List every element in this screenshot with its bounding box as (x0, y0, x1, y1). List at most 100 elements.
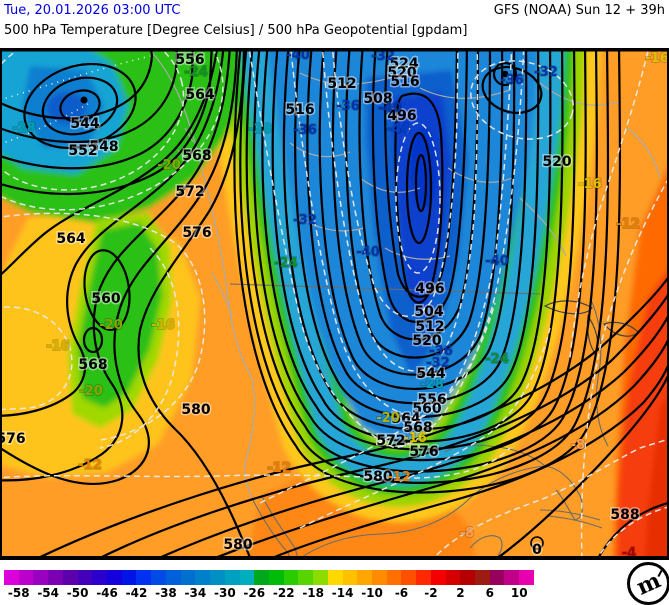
temperature-field (0, 48, 669, 560)
colorbar-cell (371, 570, 387, 585)
colorbar-tick: 2 (456, 586, 465, 600)
site-logo: m (627, 562, 669, 605)
header: Tue, 20.01.2026 03:00 UTC GFS (NOAA) Sun… (0, 0, 669, 48)
temperature-label: -20 (99, 318, 123, 333)
colorbar-cell (239, 570, 255, 585)
colorbar-cell (121, 570, 137, 585)
colorbar-cell (342, 570, 358, 585)
colorbar-cell (136, 570, 152, 585)
geopotential-label: 580 (181, 402, 210, 418)
temperature-label: -40 (286, 48, 310, 63)
geopotential-label: 520 (412, 333, 441, 349)
colorbar-cell (519, 570, 534, 585)
colorbar-cell (33, 570, 49, 585)
geopotential-label: 544 (416, 366, 445, 382)
colorbar-cell (224, 570, 240, 585)
logo-tick-mark (657, 569, 663, 578)
colorbar-cell (268, 570, 284, 585)
geopotential-label: 552 (68, 143, 97, 159)
temperature-label: -32 (534, 65, 558, 80)
colorbar-cell (107, 570, 122, 585)
geopotential-label: 496 (415, 281, 444, 297)
temperature-label: -20 (376, 411, 400, 426)
geopotential-label: 544 (70, 116, 99, 132)
colorbar-tick: -18 (302, 586, 324, 600)
colorbar-cell (283, 570, 299, 585)
colorbar-cell (180, 570, 196, 585)
temperature-label: -24 (485, 352, 509, 367)
colorbar-tick: -38 (155, 586, 177, 600)
temperature-label: -44 (386, 122, 410, 137)
map-frame (0, 48, 669, 560)
colorbar-cell (327, 570, 343, 585)
geopotential-label: 560 (91, 291, 120, 307)
temperature-label: -12 (267, 461, 291, 476)
colorbar-cell (475, 570, 490, 585)
geopotential-label: 576 (182, 225, 211, 241)
temperature-label: -16 (645, 51, 669, 66)
temperature-label: -12 (387, 470, 411, 485)
colorbar-cell (165, 570, 181, 585)
geopotential-label: 520 (542, 154, 571, 170)
temperature-label: -28 (12, 121, 36, 136)
model-run-info: GFS (NOAA) Sun 12 + 39h (493, 3, 665, 18)
colorbar-cell (445, 570, 461, 585)
geopotential-label: 564 (185, 87, 214, 103)
map-canvas: 5565445485525645685725765125085245205164… (0, 48, 669, 560)
colorbar-tick-labels: -58 -54 -50 -46 -42 -38 -34 -30 -26 -22 -18 -14 -10-… (0, 586, 669, 600)
graticule-dots (0, 55, 151, 145)
temperature-label: -40 (485, 254, 509, 269)
colorbar-cell (151, 570, 166, 585)
colorbar-tick: -14 (331, 586, 354, 600)
geopotential-label: 516 (390, 74, 419, 90)
colorbar-tick: -6 (394, 586, 409, 600)
temperature-label: -20 (157, 158, 181, 173)
colorbar-cell (298, 570, 314, 585)
geopotential-label: 568 (182, 148, 211, 164)
colorbar-tick: -50 (66, 586, 89, 600)
colorbar-cell (357, 570, 372, 585)
temperature-label: -12 (616, 217, 640, 232)
temperature-label: -24 (184, 65, 208, 80)
temperature-label: -24 (274, 256, 298, 271)
temperature-label: -8 (571, 438, 585, 453)
temperature-label: -36 (500, 73, 524, 88)
geopotential-label: 560 (412, 401, 441, 417)
temperature-label: -16 (46, 339, 70, 354)
colorbar-tick: 6 (485, 586, 495, 600)
geopotential-label: 512 (327, 76, 356, 92)
temperature-label: -36 (293, 123, 317, 138)
colorbar-tick: -34 (184, 586, 207, 600)
temperature-label: -28 (420, 377, 444, 392)
temperature-label: -20 (79, 384, 103, 399)
colorbar-cell (48, 570, 63, 585)
geopotential-label: 508 (363, 91, 392, 107)
temperature-label: -8 (460, 526, 474, 541)
geopotential-label: 520 (387, 65, 416, 81)
temperature-label: -40 (378, 101, 402, 116)
colorbar-cell (489, 570, 505, 585)
temperature-label: -12 (78, 458, 102, 473)
colorbar-cell (62, 570, 78, 585)
geopotential-label: 556 (417, 392, 446, 408)
valid-datetime: Tue, 20.01.2026 03:00 UTC (4, 3, 181, 18)
temperature-label: -16 (578, 177, 602, 192)
colorbar-cell (92, 570, 108, 585)
geopotential-label: 564 (56, 231, 85, 247)
temperature-label: -36 (336, 99, 360, 114)
temperature-label: -32 (293, 213, 317, 228)
geopotential-label: 548 (89, 139, 118, 155)
geopotential-label: 556 (175, 52, 204, 68)
colorbar-cell (210, 570, 225, 585)
geopotential-label: 580 (223, 537, 252, 553)
colorbar-cell (460, 570, 475, 585)
colorbar-cell (430, 570, 446, 585)
geopotential-label: 568 (78, 357, 107, 373)
temperature-label: -28 (248, 122, 272, 137)
geopotential-label: 572 (376, 433, 405, 449)
geopotential-label: 576 (0, 431, 26, 447)
geopotential-label: 496 (387, 108, 416, 124)
geopotential-label: 588 (610, 507, 639, 523)
geopotential-label: 512 (415, 319, 444, 335)
colorbar-cell (504, 570, 520, 585)
